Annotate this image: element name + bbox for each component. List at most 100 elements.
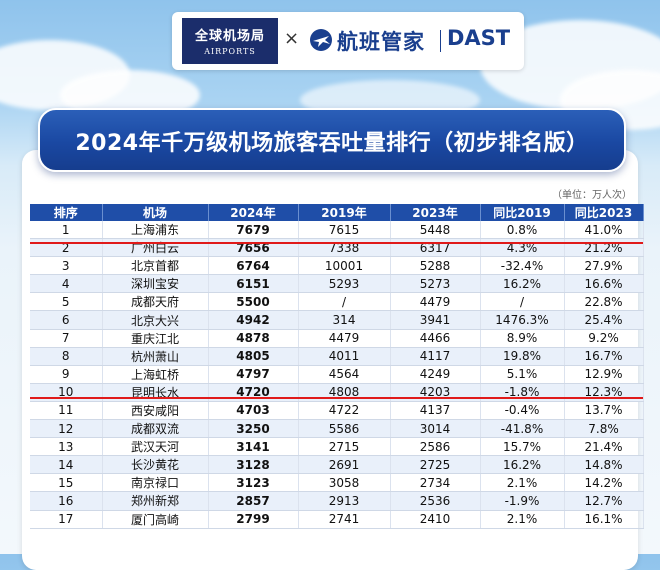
table-cell: 13.7% bbox=[564, 401, 644, 421]
table-cell: 7.8% bbox=[564, 419, 644, 439]
table-cell: 5448 bbox=[390, 221, 481, 240]
table-cell: 武汉天河 bbox=[102, 437, 209, 457]
table-cell: 14.8% bbox=[564, 455, 644, 475]
table-cell: 2715 bbox=[298, 437, 391, 457]
table-cell: 15.7% bbox=[480, 437, 565, 457]
table-cell: 杭州萧山 bbox=[102, 347, 209, 366]
table-cell: 5 bbox=[30, 292, 103, 312]
table-cell: 南京禄口 bbox=[102, 473, 209, 493]
table-cell: 1476.3% bbox=[480, 310, 565, 330]
table-cell: 郑州新郑 bbox=[102, 491, 209, 511]
table-row: 8 杭州萧山 4805 4011 4117 19.8% 16.7% bbox=[30, 347, 644, 366]
table-cell: 4564 bbox=[298, 365, 391, 384]
table-cell: 2536 bbox=[390, 491, 481, 511]
table-cell: 1 bbox=[30, 221, 103, 240]
table-cell: -0.4% bbox=[480, 401, 565, 421]
table-cell: 2.1% bbox=[480, 473, 565, 493]
table-cell: 12.9% bbox=[564, 365, 644, 384]
table-cell: 5.1% bbox=[480, 365, 565, 384]
table-cell: 5273 bbox=[390, 274, 481, 294]
table-cell: 3 bbox=[30, 256, 103, 276]
table-cell: 厦门高崎 bbox=[102, 510, 209, 529]
table-cell: 成都天府 bbox=[102, 292, 209, 312]
table-row: 12 成都双流 3250 5586 3014 -41.8% 7.8% bbox=[30, 419, 644, 439]
table-cell: 11 bbox=[30, 401, 103, 421]
table-cell: 4011 bbox=[298, 347, 391, 366]
table-cell: 5293 bbox=[298, 274, 391, 294]
table-cell: 4703 bbox=[208, 401, 299, 421]
table-cell: 2734 bbox=[390, 473, 481, 493]
table-cell: 16.7% bbox=[564, 347, 644, 366]
table-cell: 3141 bbox=[208, 437, 299, 457]
column-header: 机场 bbox=[102, 204, 209, 221]
table-cell: 14 bbox=[30, 455, 103, 475]
table-cell: 3941 bbox=[390, 310, 481, 330]
table-header-row: 排序 机场 2024年 2019年 2023年 同比2019 同比2023 bbox=[30, 204, 644, 221]
dast-logo-en: DAST bbox=[447, 26, 511, 50]
airports-logo-en: AIRPORTS bbox=[204, 47, 256, 56]
table-cell: 19.8% bbox=[480, 347, 565, 366]
table-row: 4 深圳宝安 6151 5293 5273 16.2% 16.6% bbox=[30, 274, 644, 294]
table-cell: 16.2% bbox=[480, 274, 565, 294]
airports-logo: 全球机场局 AIRPORTS bbox=[182, 18, 278, 64]
table-cell: 4805 bbox=[208, 347, 299, 366]
plane-globe-icon bbox=[310, 29, 332, 51]
column-header: 同比2019 bbox=[480, 204, 565, 221]
table-cell: 长沙黄花 bbox=[102, 455, 209, 475]
table-cell: -32.4% bbox=[480, 256, 565, 276]
table-row: 11 西安咸阳 4703 4722 4137 -0.4% 13.7% bbox=[30, 401, 644, 421]
table-cell: 深圳宝安 bbox=[102, 274, 209, 294]
table-cell: 25.4% bbox=[564, 310, 644, 330]
table-cell: 2913 bbox=[298, 491, 391, 511]
highlight-line-bottom bbox=[30, 397, 643, 399]
table-cell: 4249 bbox=[390, 365, 481, 384]
table-cell: 3123 bbox=[208, 473, 299, 493]
column-header: 同比2023 bbox=[564, 204, 644, 221]
times-symbol: × bbox=[284, 28, 300, 49]
table-cell: 21.4% bbox=[564, 437, 644, 457]
table-cell: 9 bbox=[30, 365, 103, 384]
table-cell: 4722 bbox=[298, 401, 391, 421]
table-cell: 2799 bbox=[208, 510, 299, 529]
table-cell: 昆明长水 bbox=[102, 383, 209, 402]
table-cell: 成都双流 bbox=[102, 419, 209, 439]
table-cell: 16.2% bbox=[480, 455, 565, 475]
table-cell: 5586 bbox=[298, 419, 391, 439]
logo-bar: 全球机场局 AIRPORTS × 航班管家 DAST bbox=[172, 12, 524, 70]
table-cell: 7 bbox=[30, 329, 103, 348]
table-cell: 22.8% bbox=[564, 292, 644, 312]
table-row: 17 厦门高崎 2799 2741 2410 2.1% 16.1% bbox=[30, 510, 644, 529]
dast-logo-cn: 航班管家 bbox=[337, 30, 425, 54]
unit-label: （单位：万人次） bbox=[552, 190, 632, 201]
table-cell: 4117 bbox=[390, 347, 481, 366]
column-header: 排序 bbox=[30, 204, 103, 221]
table-cell: 10001 bbox=[298, 256, 391, 276]
column-header: 2019年 bbox=[298, 204, 391, 221]
column-header: 2024年 bbox=[208, 204, 299, 221]
table-row: 13 武汉天河 3141 2715 2586 15.7% 21.4% bbox=[30, 437, 644, 457]
table-cell: 6764 bbox=[208, 256, 299, 276]
table-cell: 2586 bbox=[390, 437, 481, 457]
title-banner: 2024年千万级机场旅客吞吐量排行（初步排名版） bbox=[38, 108, 626, 172]
table-cell: 41.0% bbox=[564, 221, 644, 240]
table-cell: 2410 bbox=[390, 510, 481, 529]
table-cell: 14.2% bbox=[564, 473, 644, 493]
table-cell: 2857 bbox=[208, 491, 299, 511]
highlight-line-top bbox=[30, 242, 643, 244]
table-cell: 西安咸阳 bbox=[102, 401, 209, 421]
table-cell: 0.8% bbox=[480, 221, 565, 240]
table-cell: 3250 bbox=[208, 419, 299, 439]
table-cell: 13 bbox=[30, 437, 103, 457]
table-row: 6 北京大兴 4942 314 3941 1476.3% 25.4% bbox=[30, 310, 644, 330]
table-cell: 12.7% bbox=[564, 491, 644, 511]
table-cell: 27.9% bbox=[564, 256, 644, 276]
table-cell: 4466 bbox=[390, 329, 481, 348]
table-cell: 4479 bbox=[298, 329, 391, 348]
table-cell: 北京首都 bbox=[102, 256, 209, 276]
table-body: 1 上海浦东 7679 7615 5448 0.8% 41.0% 2 广州白云 7656 7338 6… bbox=[30, 221, 644, 529]
table-cell: 6 bbox=[30, 310, 103, 330]
table-cell: 16.1% bbox=[564, 510, 644, 529]
table-cell: 2691 bbox=[298, 455, 391, 475]
table-cell: 8 bbox=[30, 347, 103, 366]
table-cell: 16.6% bbox=[564, 274, 644, 294]
